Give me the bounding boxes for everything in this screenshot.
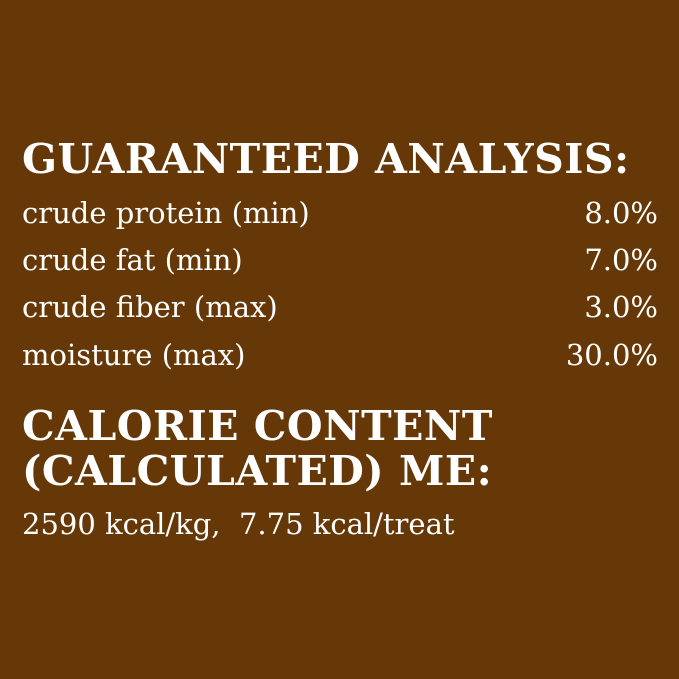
calorie-heading-line2: (CALCULATED) ME: [22,447,493,495]
row-value: 7.0% [584,243,658,277]
row-value: 30.0% [565,338,658,372]
calorie-value: 2590 kcal/kg, 7.75 kcal/treat [22,507,455,541]
analysis-row: crude fiber (max) 3.0% [22,287,658,327]
row-label: crude fat (min) [22,243,243,277]
row-value: 3.0% [584,290,658,324]
calorie-heading-line1: CALORIE CONTENT [22,402,493,450]
row-label: crude fiber (max) [22,290,278,324]
row-label: crude protein (min) [22,196,310,230]
row-label: moisture (max) [22,338,246,372]
analysis-row: crude fat (min) 7.0% [22,240,658,280]
row-value: 8.0% [584,196,658,230]
analysis-row: moisture (max) 30.0% [22,335,658,375]
analysis-heading: GUARANTEED ANALYSIS: [22,135,630,183]
analysis-row: crude protein (min) 8.0% [22,193,658,233]
